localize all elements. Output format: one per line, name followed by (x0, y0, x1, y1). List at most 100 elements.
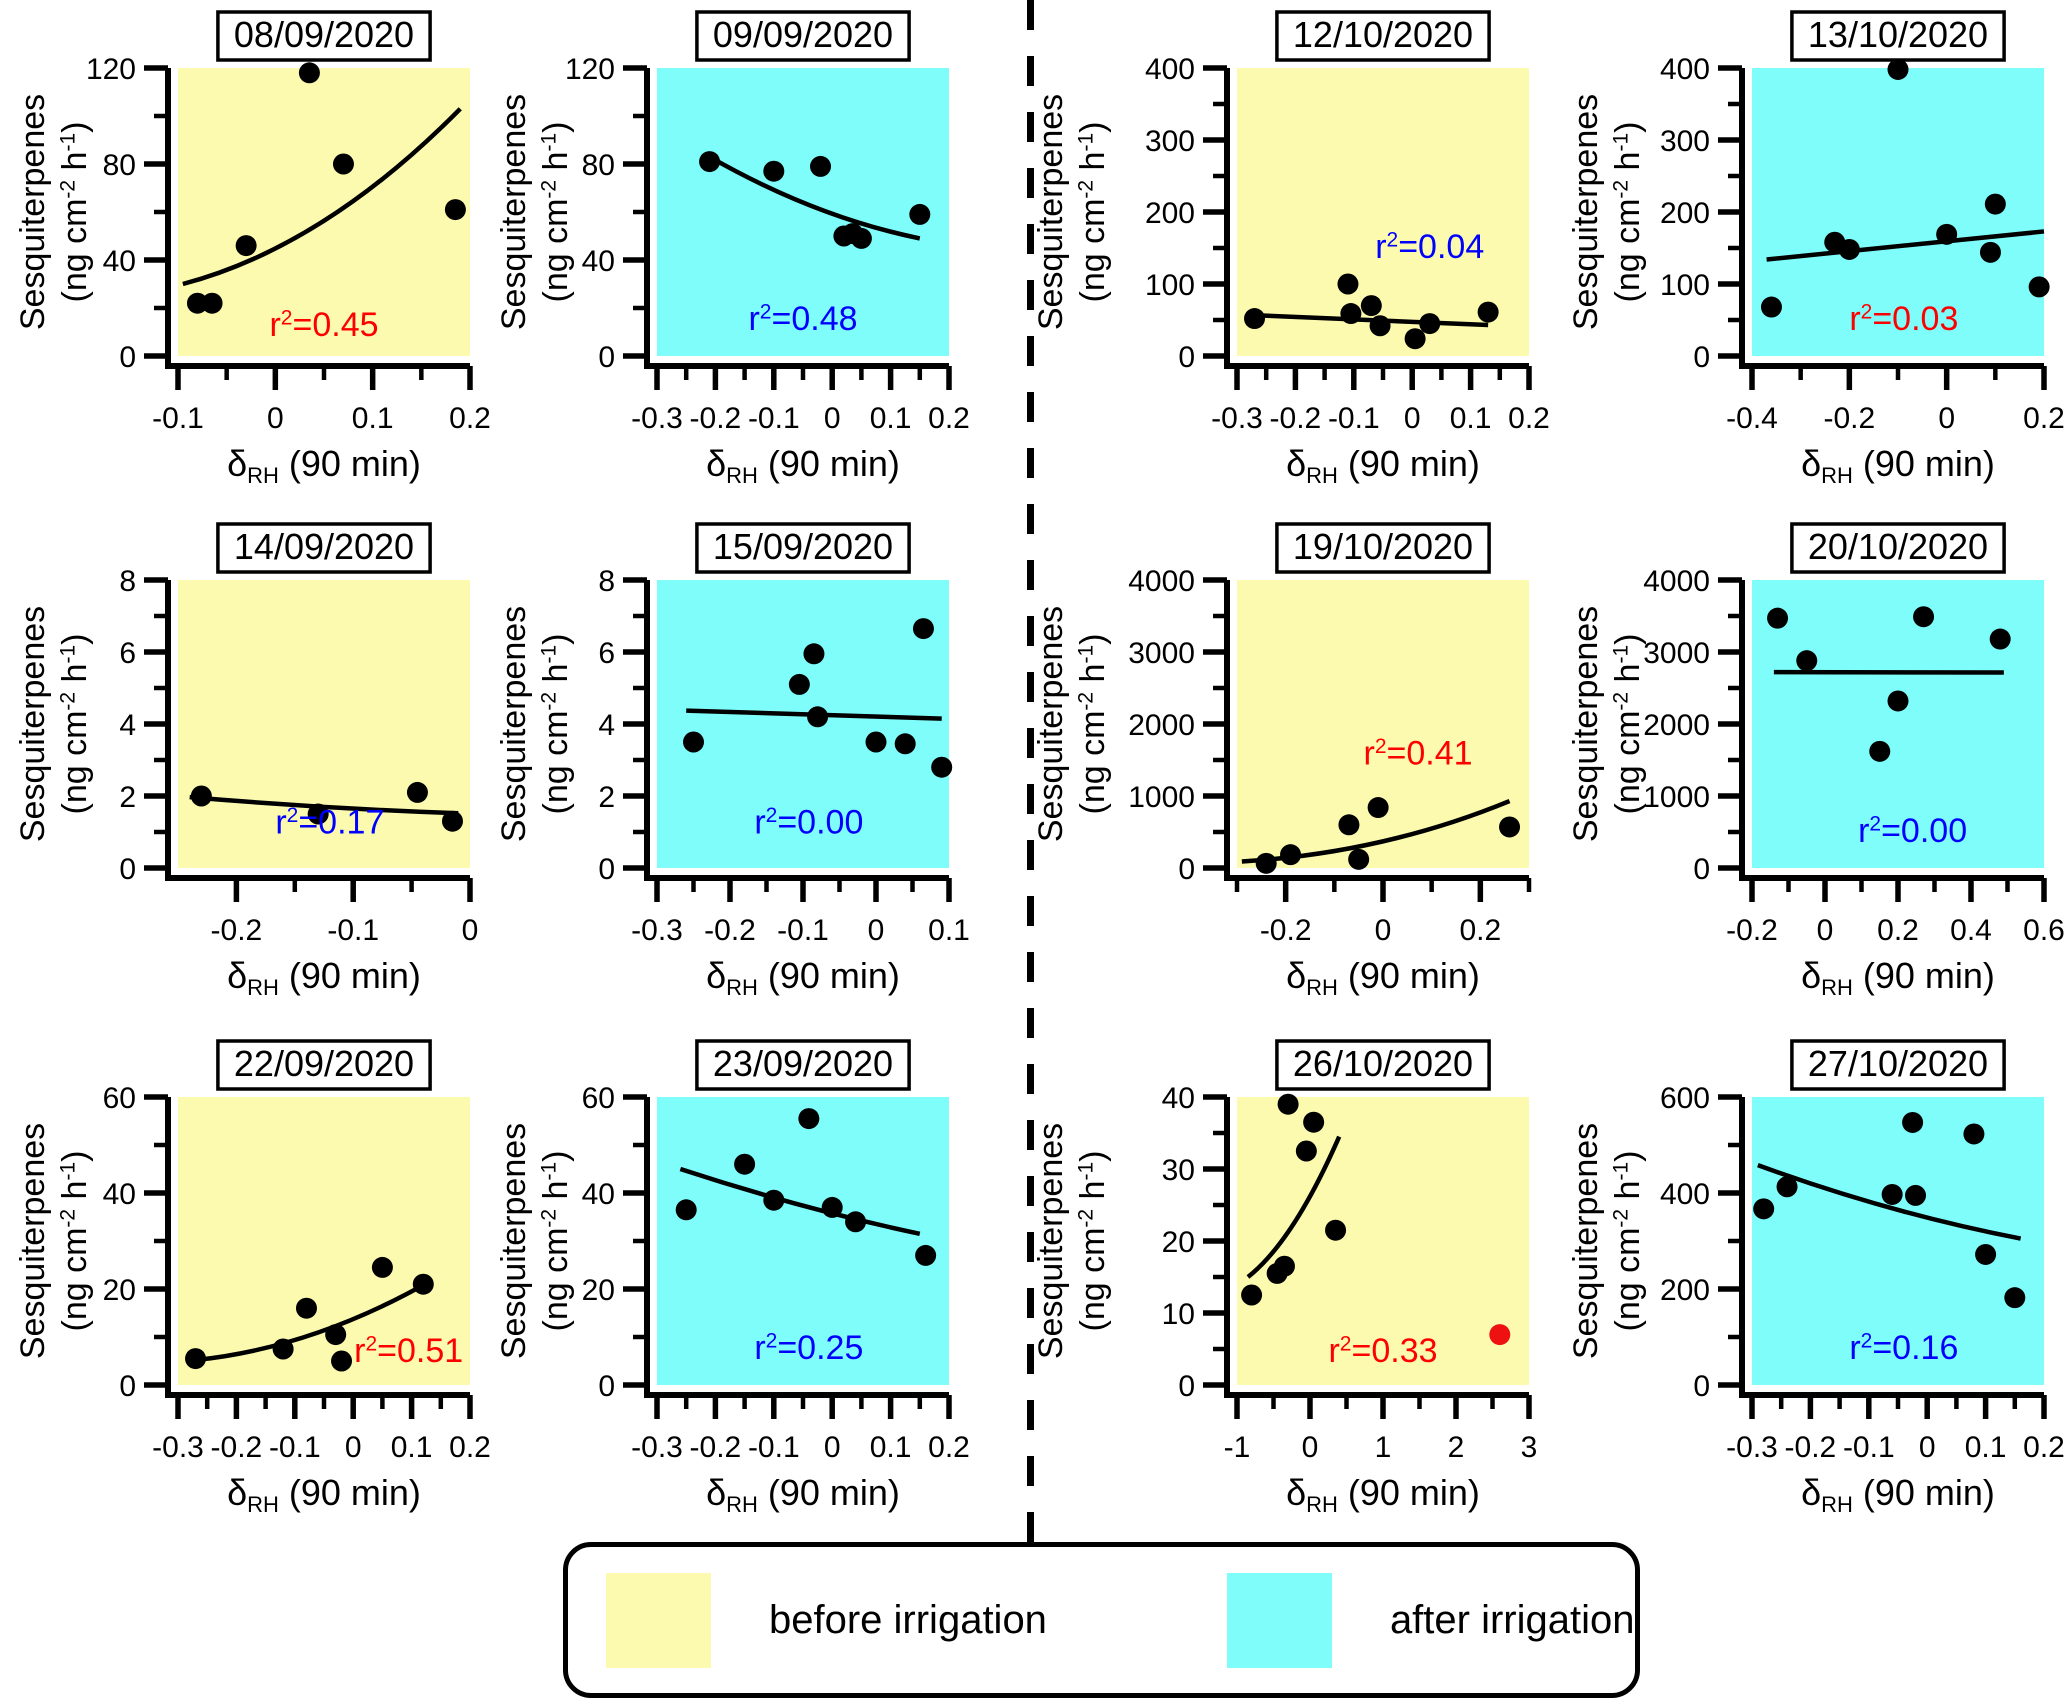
data-point (1303, 1111, 1325, 1133)
y-tick-label: 0 (119, 1370, 136, 1403)
y-axis-label-units: (ng cm-2 h-1) (56, 122, 94, 303)
x-tick-label: -0.2 (211, 914, 263, 947)
scatter-chart: 0 100 200 300 400 -0.4 -0.2 0 0.2 r2=0.03 13/10/20… (1567, 10, 2065, 488)
scatter-chart: 0 40 80 120 -0.1 0 0.1 0.2 r2=0.45 08/09/2020 Sesq… (14, 10, 491, 488)
x-tick-label: -0.3 (631, 1431, 683, 1464)
before-irrigation-swatch (606, 1572, 711, 1668)
panel-20-10-2020: 0 1000 2000 3000 4000 -0.2 0 0.2 0.4 0.6 r2=0.00 20… (1551, 512, 2067, 1024)
data-point (1367, 797, 1389, 819)
panel-title: 23/09/2020 (713, 1043, 893, 1084)
data-point (931, 756, 953, 778)
x-tick-label: -0.2 (1270, 402, 1322, 435)
x-tick-label: -1 (1224, 1431, 1251, 1464)
panel-15-09-2020: 0 2 4 6 8 -0.3 -0.2 -0.1 0 0.1 r2=0.00 15/09/2020 Se… (495, 512, 1033, 1024)
y-tick-label: 120 (86, 53, 136, 86)
panel-title-box (1275, 10, 1491, 62)
y-tick-label: 6 (119, 637, 136, 670)
data-point (683, 731, 704, 753)
y-tick-label: 100 (1145, 269, 1195, 302)
y-tick-label: 10 (1162, 1298, 1195, 1331)
y-tick-label: 300 (1145, 125, 1195, 158)
y-axis-label-units: (ng cm-2 h-1) (1074, 1151, 1112, 1332)
x-axis-label: δRH (90 min) (1286, 1472, 1480, 1517)
panel-13-10-2020: 0 100 200 300 400 -0.4 -0.2 0 0.2 r2=0.03 13/10/20… (1551, 0, 2067, 512)
y-axis-label-units: (ng cm-2 h-1) (1609, 1151, 1647, 1332)
data-point (1280, 844, 1302, 866)
y-tick-label: 2000 (1643, 709, 1710, 742)
x-axis-label: δRH (90 min) (1801, 1472, 1995, 1517)
panel-08-09-2020: 0 40 80 120 -0.1 0 0.1 0.2 r2=0.45 08/09/2020 Sesq… (0, 0, 516, 512)
r2-label: r2=0.51 (354, 1332, 463, 1370)
x-axis-label: δRH (90 min) (1801, 955, 1995, 1000)
y-tick-label: 0 (598, 341, 615, 374)
panel-title-box (216, 10, 432, 62)
data-point (1881, 1183, 1903, 1205)
data-point (1338, 814, 1360, 836)
data-point (371, 1256, 393, 1278)
data-point (1767, 607, 1789, 629)
panel-title-box (1275, 522, 1491, 574)
data-point (272, 1338, 294, 1360)
x-tick-label: -0.2 (704, 914, 756, 947)
data-point (1887, 58, 1909, 80)
x-tick-label: 0.2 (1877, 914, 1919, 947)
data-point (1887, 690, 1909, 712)
scatter-chart: 0 20 40 60 -0.3 -0.2 -0.1 0 0.1 0.2 r2=0.51 22/09/2… (14, 1039, 491, 1517)
x-tick-label: -0.2 (690, 1431, 742, 1464)
data-point (332, 153, 354, 175)
x-axis-label: δRH (90 min) (1286, 955, 1480, 1000)
x-axis-label: δRH (90 min) (227, 443, 421, 488)
y-tick-label: 0 (1178, 341, 1195, 374)
trend-line (195, 1279, 431, 1363)
data-point (1869, 740, 1891, 762)
y-axis-label-units: (ng cm-2 h-1) (1609, 634, 1647, 815)
x-tick-label: 0.2 (2023, 402, 2065, 435)
data-point (798, 1108, 820, 1130)
plot-area (178, 68, 470, 356)
y-axis-label-units: (ng cm-2 h-1) (1609, 122, 1647, 303)
scatter-chart: 0 100 200 300 400 -0.3 -0.2 -0.1 0 0.1 0.2 r2=0.04 1… (1032, 10, 1550, 488)
data-point (865, 731, 887, 753)
trend-line (1241, 798, 1511, 864)
plot-area (178, 1097, 470, 1385)
y-axis-label: Sesquiterpenes (495, 1123, 533, 1359)
data-point (1404, 328, 1426, 350)
data-point (1913, 606, 1935, 628)
plot-area (657, 1097, 949, 1385)
scatter-chart: 0 1000 2000 3000 4000 -0.2 0 0.2 0.4 0.6 r2=0.00 20… (1567, 522, 2065, 1000)
y-tick-label: 60 (582, 1082, 615, 1115)
y-tick-label: 2000 (1128, 709, 1195, 742)
data-point (807, 706, 829, 728)
outlier-data-point (1489, 1324, 1511, 1346)
data-point (1905, 1184, 1927, 1206)
y-tick-label: 4000 (1643, 565, 1710, 598)
x-axis-label: δRH (90 min) (227, 1472, 421, 1517)
x-tick-label: 0.1 (870, 1431, 912, 1464)
trend-line (1248, 312, 1489, 328)
y-tick-label: 80 (103, 149, 136, 182)
scatter-chart: 0 200 400 600 -0.3 -0.2 -0.1 0 0.1 0.2 r2=0.16 27/1… (1567, 1039, 2065, 1517)
x-tick-label: -0.2 (690, 402, 742, 435)
r2-label: r2=0.04 (1375, 228, 1484, 266)
trend-line (1757, 1163, 2022, 1241)
y-tick-label: 6 (598, 637, 615, 670)
y-tick-label: 0 (119, 341, 136, 374)
data-point (412, 1273, 434, 1295)
x-tick-label: -0.1 (1843, 1431, 1895, 1464)
y-tick-label: 40 (1162, 1082, 1195, 1115)
data-point (1348, 848, 1370, 870)
panel-19-10-2020: 0 1000 2000 3000 4000 -0.2 0 0.2 r2=0.41 19/10/20… (1032, 512, 1550, 1024)
trend-line (1766, 229, 2045, 262)
data-point (803, 643, 825, 665)
trend-line (1246, 1135, 1342, 1279)
x-tick-label: -0.2 (1726, 914, 1778, 947)
x-tick-label: 0 (1938, 402, 1955, 435)
x-tick-label: -0.2 (1260, 914, 1312, 947)
panel-title-box (1790, 10, 2006, 62)
data-point (2004, 1287, 2026, 1309)
y-tick-label: 0 (119, 853, 136, 886)
x-tick-label: 0 (824, 1431, 841, 1464)
x-tick-label: 0.1 (352, 402, 394, 435)
data-point (788, 673, 810, 695)
